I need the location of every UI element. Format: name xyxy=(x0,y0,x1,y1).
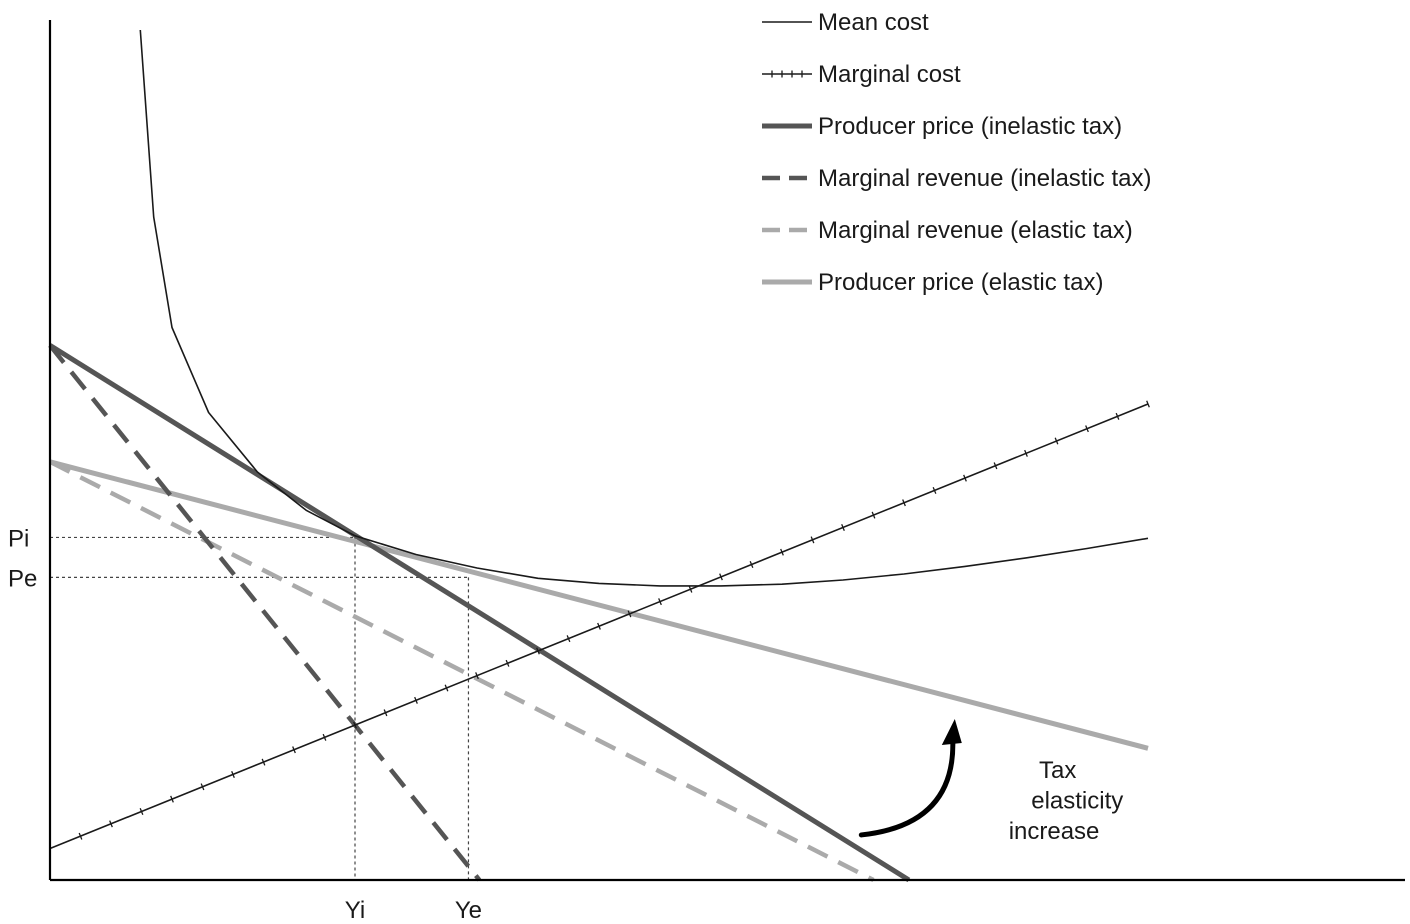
series-marginal-cost-tick xyxy=(139,808,144,815)
x-tick-label-ye: Ye xyxy=(455,897,482,924)
series-marginal-cost-tick xyxy=(566,635,571,643)
series-marginal-cost-tick xyxy=(1115,412,1120,420)
annotation-arrow-shaft xyxy=(858,738,956,838)
tick-labels: Yi Ye Pi Pe xyxy=(8,525,482,924)
legend-label-marginal-revenue-elastic-tax: Marginal revenue (elastic tax) xyxy=(818,217,1133,244)
series-marginal-revenue-elastic-tax xyxy=(48,459,875,883)
series-marginal-cost-tick xyxy=(505,659,510,667)
legend-label-marginal-revenue-inelastic-tax: Marginal revenue (inelastic tax) xyxy=(818,165,1151,192)
series-marginal-cost-tick xyxy=(261,758,266,766)
series-marginal-cost-tick xyxy=(902,499,906,507)
series-marginal-cost-tick xyxy=(1054,437,1059,445)
annotation-arrow-head xyxy=(941,719,962,745)
series-lines xyxy=(48,29,1150,883)
series-marginal-cost-tick xyxy=(353,721,357,729)
series-marginal-cost-tick xyxy=(963,474,967,482)
series-marginal-cost-tick xyxy=(597,622,601,630)
x-tick-label-yi: Yi xyxy=(345,897,365,924)
series-marginal-revenue-inelastic-tax xyxy=(48,343,482,882)
series-marginal-cost-tick xyxy=(170,795,174,803)
series-marginal-cost-tick xyxy=(719,573,723,581)
series-marginal-cost-tick xyxy=(810,536,815,544)
series-marginal-cost-tick xyxy=(322,733,327,741)
annotation: Tax elasticity increase xyxy=(858,719,1123,845)
series-marginal-cost-tick xyxy=(658,598,662,606)
axes xyxy=(48,20,1405,882)
y-tick-label-pe: Pe xyxy=(8,565,37,592)
legend: Mean cost Marginal cost Producer price (in… xyxy=(762,9,1151,296)
series-marginal-cost-tick xyxy=(383,709,388,717)
legend-label-mean-cost: Mean cost xyxy=(818,9,929,36)
annotation-text-line: increase xyxy=(1009,818,1100,845)
series-marginal-cost-tick xyxy=(841,523,845,531)
series-marginal-cost-tick xyxy=(414,696,418,704)
series-marginal-cost-tick xyxy=(292,746,296,754)
series-marginal-cost-tick xyxy=(932,486,937,494)
series-producer-price-elastic-tax xyxy=(49,459,1149,751)
legend-label-marginal-cost: Marginal cost xyxy=(818,61,961,88)
legend-label-producer-price-inelastic-tax: Producer price (inelastic tax) xyxy=(818,113,1122,140)
series-mean-cost xyxy=(139,29,1149,587)
series-marginal-cost-tick xyxy=(444,684,449,692)
series-marginal-cost-tick xyxy=(749,561,754,569)
annotation-text-line: Tax xyxy=(1039,757,1076,784)
series-marginal-cost-tick xyxy=(475,672,479,680)
series-marginal-cost-tick xyxy=(231,770,235,778)
series-marginal-cost-tick xyxy=(78,832,83,840)
annotation-text-line: elasticity xyxy=(1031,788,1123,815)
series-marginal-cost-tick xyxy=(1146,400,1150,408)
series-marginal-cost-tick xyxy=(993,462,998,470)
series-marginal-cost-tick xyxy=(780,548,784,556)
series-marginal-cost-tick xyxy=(536,647,540,655)
guide-lines xyxy=(50,536,470,880)
series-producer-price-inelastic-tax xyxy=(48,343,911,883)
series-marginal-cost-tick xyxy=(871,511,876,519)
series-marginal-cost-tick xyxy=(200,783,205,791)
series-marginal-cost-tick xyxy=(1085,425,1089,433)
y-tick-label-pi: Pi xyxy=(8,525,29,552)
legend-label-producer-price-elastic-tax: Producer price (elastic tax) xyxy=(818,269,1103,296)
series-marginal-cost-tick xyxy=(109,820,113,828)
series-marginal-cost-tick xyxy=(627,610,632,618)
series-marginal-cost-tick xyxy=(1024,449,1028,457)
series-marginal-cost-tick xyxy=(688,585,693,593)
